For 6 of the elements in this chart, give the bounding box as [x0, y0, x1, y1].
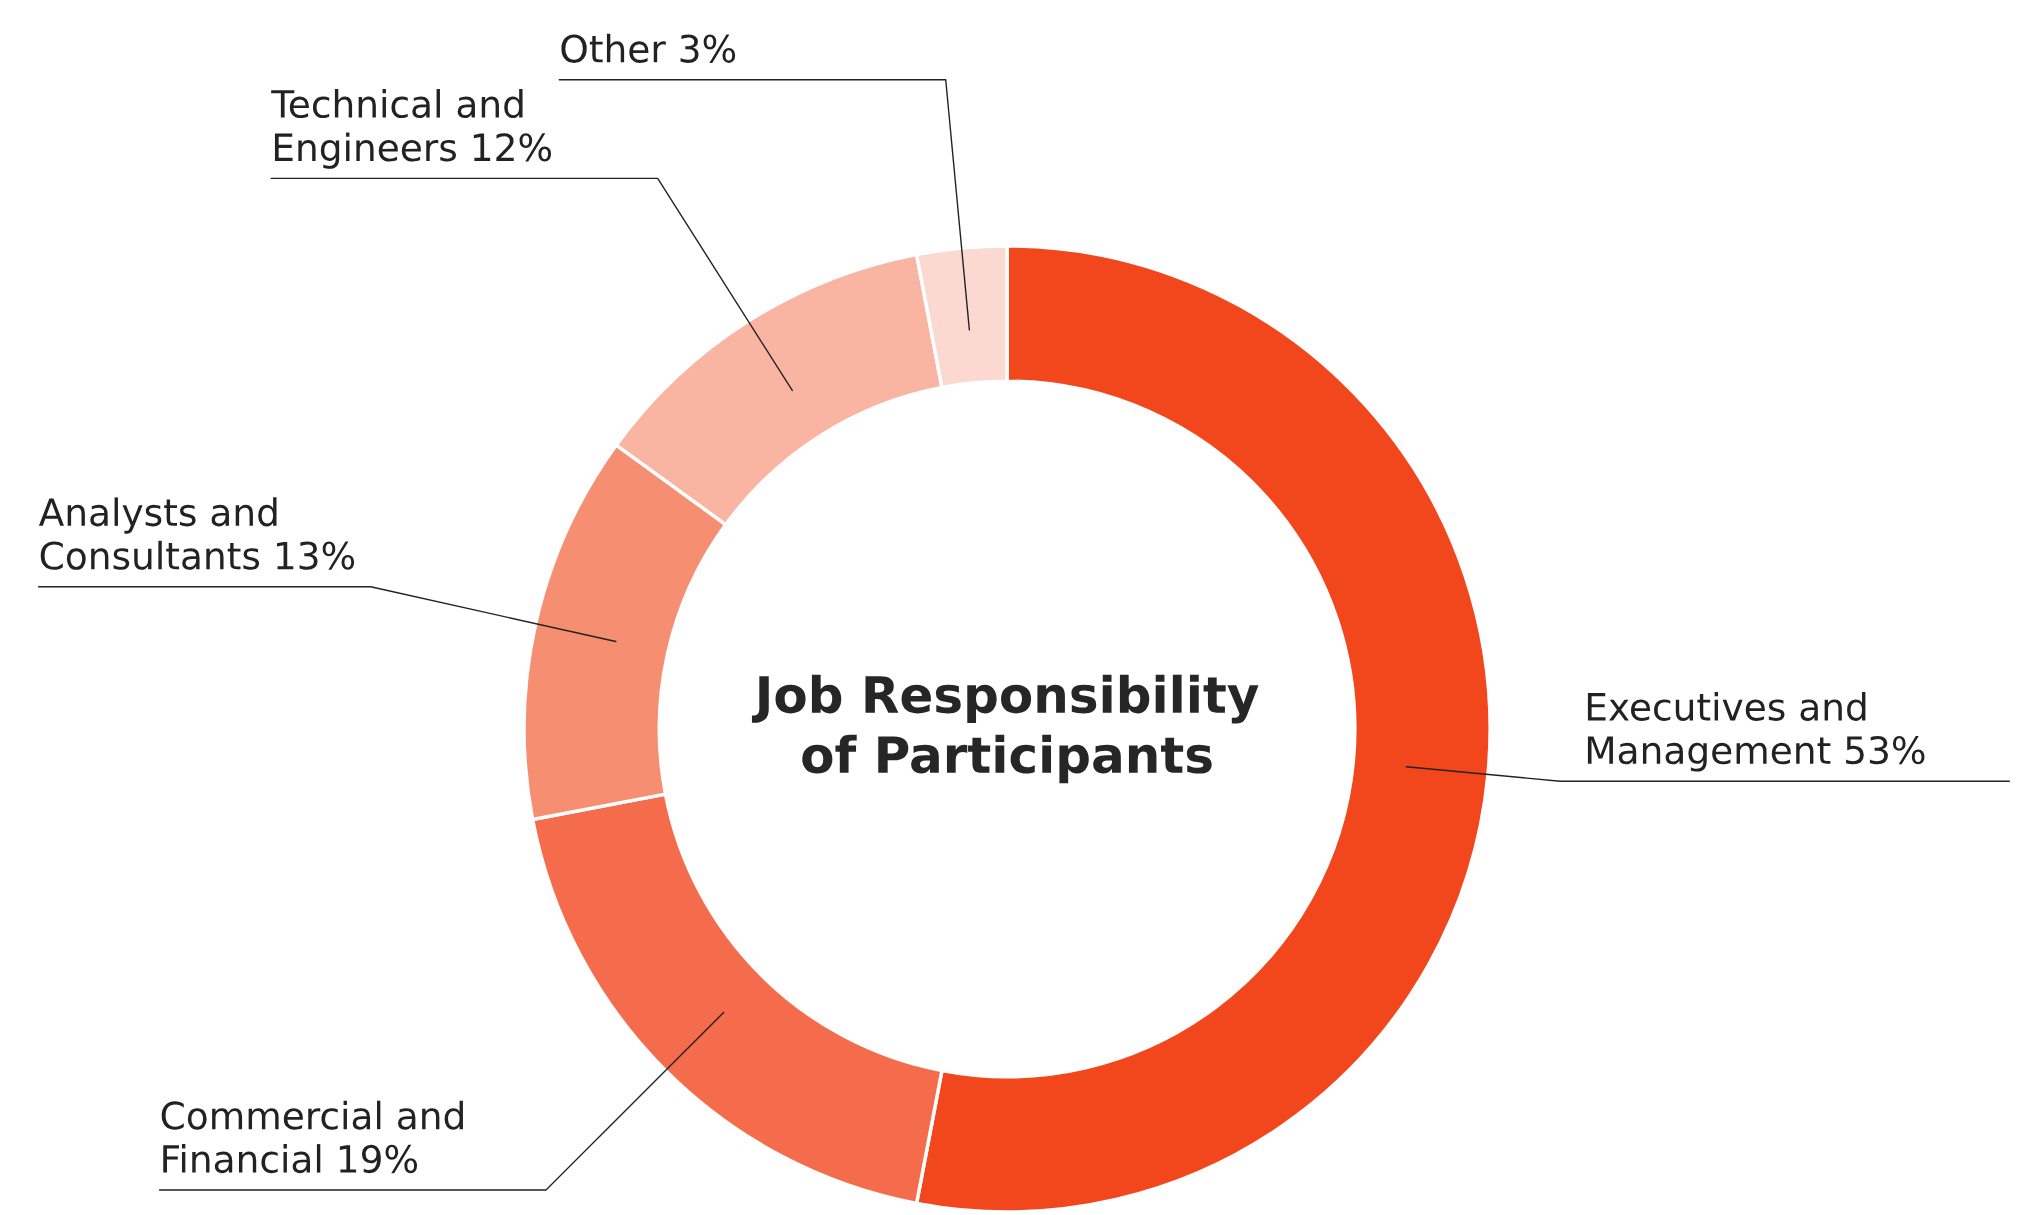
slice-label: Technical and Engineers 12%: [271, 89, 552, 169]
text: Job Responsibility of Participants: [751, 674, 1259, 784]
slice-label: Commercial and Financial 19%: [161, 1100, 463, 1174]
slice-label: Executives and Management 53%: [1587, 691, 1925, 772]
slice-label: Other 3%: [561, 33, 736, 63]
slice-label: Analysts and Consultants 13%: [38, 497, 355, 570]
